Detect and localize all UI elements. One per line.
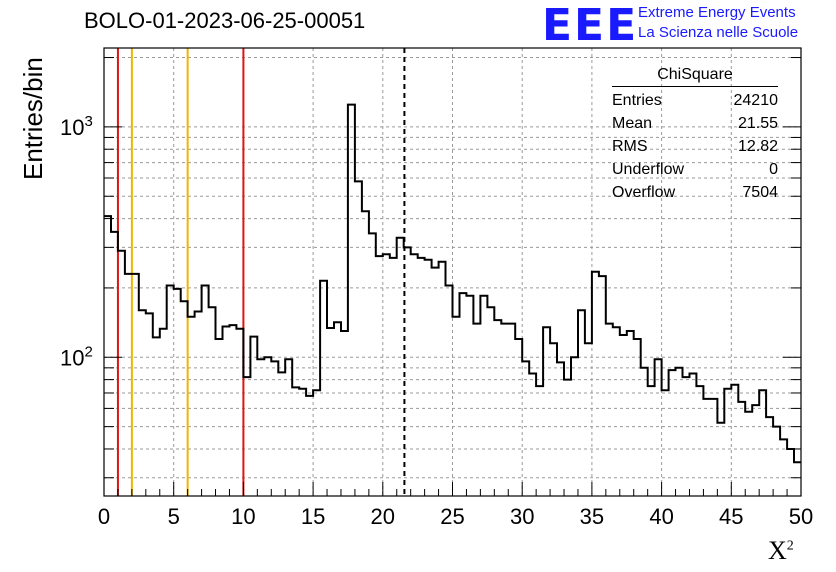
stats-box: ChiSquare Entries 24210 Mean 21.55 RMS 12.8…: [612, 66, 778, 204]
logo-text-line2: La Scienza nelle Scuole: [638, 24, 799, 41]
y-axis-label: Entries/bin: [18, 57, 48, 180]
stats-row-underflow: Underflow 0: [612, 161, 778, 178]
logo-mark: EEE: [542, 0, 639, 51]
stats-row-entries: Entries 24210: [612, 92, 778, 109]
x-tick-label: 20: [371, 504, 395, 529]
logo-text-line1: Extreme Energy Events: [638, 4, 796, 21]
x-tick-label: 10: [231, 504, 255, 529]
x-axis-ticks: 0 5 10 15 20 25 30 35 40 45 50: [98, 482, 813, 529]
x-tick-label: 40: [649, 504, 673, 529]
marker-lines: [116, 48, 406, 496]
x-tick-label: 50: [789, 504, 813, 529]
stats-title: ChiSquare: [612, 66, 778, 87]
x-tick-label: 30: [510, 504, 534, 529]
x-tick-label: 5: [168, 504, 180, 529]
x-tick-label: 35: [580, 504, 604, 529]
y-axis-ticks: 102 103: [60, 57, 801, 479]
y-tick-label: 102: [60, 343, 93, 370]
histogram-series: [104, 103, 801, 464]
y-tick-label: 103: [60, 113, 93, 140]
x-tick-label: 45: [719, 504, 743, 529]
x-tick-label: 25: [440, 504, 464, 529]
plot-title: BOLO-01-2023-06-25-00051: [84, 8, 366, 33]
grid-lines: [104, 48, 801, 496]
stats-row-rms: RMS 12.82: [612, 138, 778, 155]
x-tick-label: 0: [98, 504, 110, 529]
stats-row-overflow: Overflow 7504: [612, 184, 778, 201]
x-axis-label: X2: [768, 536, 794, 565]
x-tick-label: 15: [301, 504, 325, 529]
stats-row-mean: Mean 21.55: [612, 115, 778, 132]
